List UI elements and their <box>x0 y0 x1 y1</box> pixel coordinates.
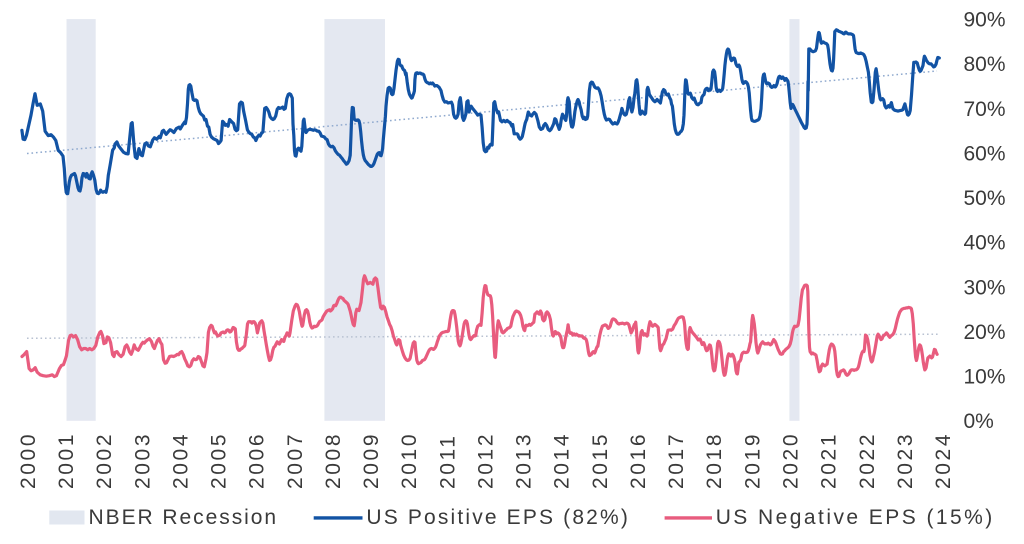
svg-text:US Negative EPS (15%): US Negative EPS (15%) <box>716 506 995 529</box>
svg-text:2003: 2003 <box>131 432 154 489</box>
svg-text:2021: 2021 <box>818 432 841 489</box>
svg-text:2016: 2016 <box>627 432 650 489</box>
svg-text:2020: 2020 <box>780 432 803 489</box>
svg-text:2002: 2002 <box>93 432 116 489</box>
svg-text:2011: 2011 <box>436 433 459 489</box>
svg-text:2004: 2004 <box>169 432 192 489</box>
svg-text:60%: 60% <box>964 142 1006 165</box>
svg-text:2014: 2014 <box>551 432 574 489</box>
svg-text:50%: 50% <box>964 187 1006 210</box>
svg-text:2007: 2007 <box>284 432 307 489</box>
svg-text:2000: 2000 <box>17 432 40 489</box>
svg-text:40%: 40% <box>964 232 1006 255</box>
svg-text:20%: 20% <box>964 321 1006 344</box>
svg-text:2017: 2017 <box>665 432 688 489</box>
svg-text:2008: 2008 <box>322 432 345 489</box>
svg-text:2018: 2018 <box>703 432 726 489</box>
svg-text:2005: 2005 <box>208 432 231 489</box>
svg-text:2024: 2024 <box>932 432 955 489</box>
svg-text:NBER Recession: NBER Recession <box>89 506 279 529</box>
svg-text:0%: 0% <box>964 410 994 433</box>
svg-text:2009: 2009 <box>360 432 383 489</box>
svg-text:2010: 2010 <box>398 432 421 489</box>
svg-text:2022: 2022 <box>856 432 879 489</box>
svg-text:2019: 2019 <box>741 432 764 489</box>
svg-text:2006: 2006 <box>246 432 269 489</box>
svg-text:30%: 30% <box>964 276 1006 299</box>
svg-text:80%: 80% <box>964 53 1006 76</box>
svg-text:90%: 90% <box>964 9 1006 32</box>
svg-text:US Positive EPS (82%): US Positive EPS (82%) <box>366 506 630 529</box>
svg-text:2023: 2023 <box>894 432 917 489</box>
svg-text:2001: 2001 <box>55 432 78 489</box>
svg-text:2013: 2013 <box>513 432 536 489</box>
svg-text:2012: 2012 <box>475 432 498 489</box>
svg-text:2015: 2015 <box>589 432 612 489</box>
svg-text:10%: 10% <box>964 366 1006 389</box>
svg-text:70%: 70% <box>964 98 1006 121</box>
